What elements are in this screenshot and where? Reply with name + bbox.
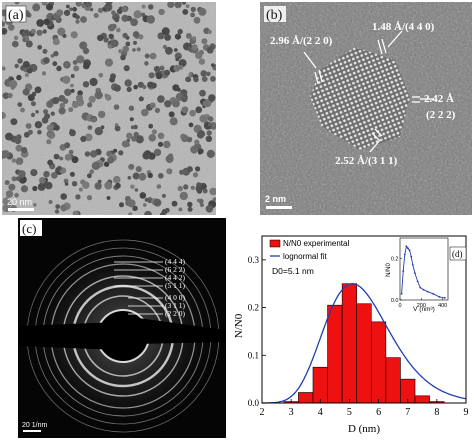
size-distribution-chart: 2 3 4 5 6 7 8 9 0.0 0.1 0.2 0.3 D (nm) N/N0 N/N0 e…	[233, 235, 469, 435]
panel-b-scale-label: 2 nm	[265, 194, 286, 204]
histogram-bar	[312, 366, 328, 404]
inset-point	[426, 290, 429, 293]
ring-label-444: (4 4 4)	[165, 257, 185, 266]
x-tick-label: 7	[405, 407, 410, 418]
inset-point	[410, 255, 413, 258]
panel-b-hrtem-image: (b) 2.96 Å/(2 2 0) 1.48 Å/(4 4 0) 2.42 Å…	[260, 2, 472, 215]
inset-point	[419, 286, 422, 289]
ring-label-622: (6 2 2)	[165, 265, 185, 274]
panel-a-tag: (a)	[8, 8, 24, 23]
x-tick-label: 6	[376, 407, 381, 418]
x-tick-label: 4	[318, 407, 323, 418]
x-tick-label: 9	[464, 407, 469, 418]
inset-point	[411, 263, 414, 266]
panel-a-tem-image: (a) 20 nm	[2, 2, 216, 215]
panel-b-tag: (b)	[266, 8, 283, 23]
lognormal-fit-curve	[262, 283, 467, 404]
histogram-bar	[341, 283, 358, 404]
tem-overview-image: (a) 20 nm	[2, 2, 216, 215]
panel-a-scale-label: 20 nm	[7, 197, 32, 207]
d0-annotation: D0=5.1 nm	[272, 266, 314, 276]
inset-y-tick-label: 0.0	[391, 298, 399, 304]
y-tick-label: 0.1	[248, 350, 259, 360]
histogram-bar	[370, 321, 387, 404]
ring-label-311: (3 1 1)	[165, 301, 185, 310]
y-tick-label: 0.2	[248, 303, 259, 313]
hrtem-label-242: 2.42 Å	[424, 93, 454, 105]
inset-point	[414, 272, 416, 275]
inset-point	[408, 249, 411, 252]
panel-c-tag: (c)	[22, 221, 36, 236]
inset-x-tick-label: 400	[438, 303, 447, 309]
hrtem-label-220: 2.96 Å/(2 2 0)	[270, 35, 333, 47]
panel-c-scale-label: 20 1/nm	[22, 422, 47, 429]
hrtem-image: (b) 2.96 Å/(2 2 0) 1.48 Å/(4 4 0) 2.42 Å…	[260, 2, 472, 215]
inset-x-label: V (nm³)	[413, 306, 435, 313]
inset-y-label: N/N0	[386, 263, 392, 277]
ring-label-220: (2 2 0)	[165, 309, 185, 318]
x-tick-label: 8	[434, 407, 439, 418]
inset-point	[405, 245, 408, 248]
panel-d-chart: 2 3 4 5 6 7 8 9 0.0 0.1 0.2 0.3 D (nm) N/N0 N/N0 e…	[232, 226, 474, 442]
hrtem-label-222: (2 2 2)	[426, 109, 456, 121]
inset-point	[432, 292, 434, 295]
histogram-bar	[327, 304, 343, 404]
inset-point	[438, 296, 441, 298]
inset-volume-curve	[401, 245, 445, 299]
x-tick-label: 5	[347, 407, 352, 418]
x-axis-label: D (nm)	[348, 423, 380, 435]
inset-point	[422, 288, 425, 291]
inset-point	[416, 280, 419, 283]
x-tick-label: 2	[260, 407, 265, 418]
legend-fit: lognormal fit	[283, 252, 327, 261]
histogram-bar	[298, 392, 314, 404]
inset-x-tick-label: 200	[417, 303, 426, 309]
saed-pattern: (c) (4 4 4) (6 2 2) (4 4 2) (5 1 1) (4 0…	[18, 218, 226, 438]
y-tick-label: 0.0	[248, 398, 260, 408]
x-tick-label: 3	[289, 407, 294, 418]
inset-point	[407, 247, 409, 250]
inset-point	[443, 297, 446, 299]
panel-c-saed-image: (c) (4 4 4) (6 2 2) (4 4 2) (5 1 1) (4 0…	[18, 218, 226, 438]
ring-label-511: (5 1 1)	[165, 281, 185, 290]
inset-point	[400, 292, 403, 295]
hrtem-label-440: 1.48 Å/(4 4 0)	[372, 21, 435, 33]
ring-label-400: (4 0 0)	[165, 293, 185, 302]
histogram-bar	[356, 303, 372, 404]
histogram-bar	[385, 357, 401, 404]
plot-frame	[261, 235, 467, 404]
panel-d-tag: (d)	[452, 249, 463, 259]
y-tick-label: 0.3	[248, 255, 260, 265]
inset-frame	[399, 237, 449, 301]
histogram-bar	[414, 395, 430, 404]
inset-x-tick-label: 0	[398, 303, 401, 309]
hrtem-label-311: 2.52 Å/(3 1 1)	[335, 155, 398, 167]
ring-label-442: (4 4 2)	[165, 273, 185, 282]
inset-y-tick-label: 0.2	[391, 257, 399, 263]
legend-experimental: N/N0 experimental	[283, 239, 349, 248]
legend-bar-swatch	[269, 239, 281, 248]
inset-point	[403, 253, 406, 256]
inset-point	[402, 270, 405, 272]
y-axis-label: N/N0	[233, 313, 245, 338]
